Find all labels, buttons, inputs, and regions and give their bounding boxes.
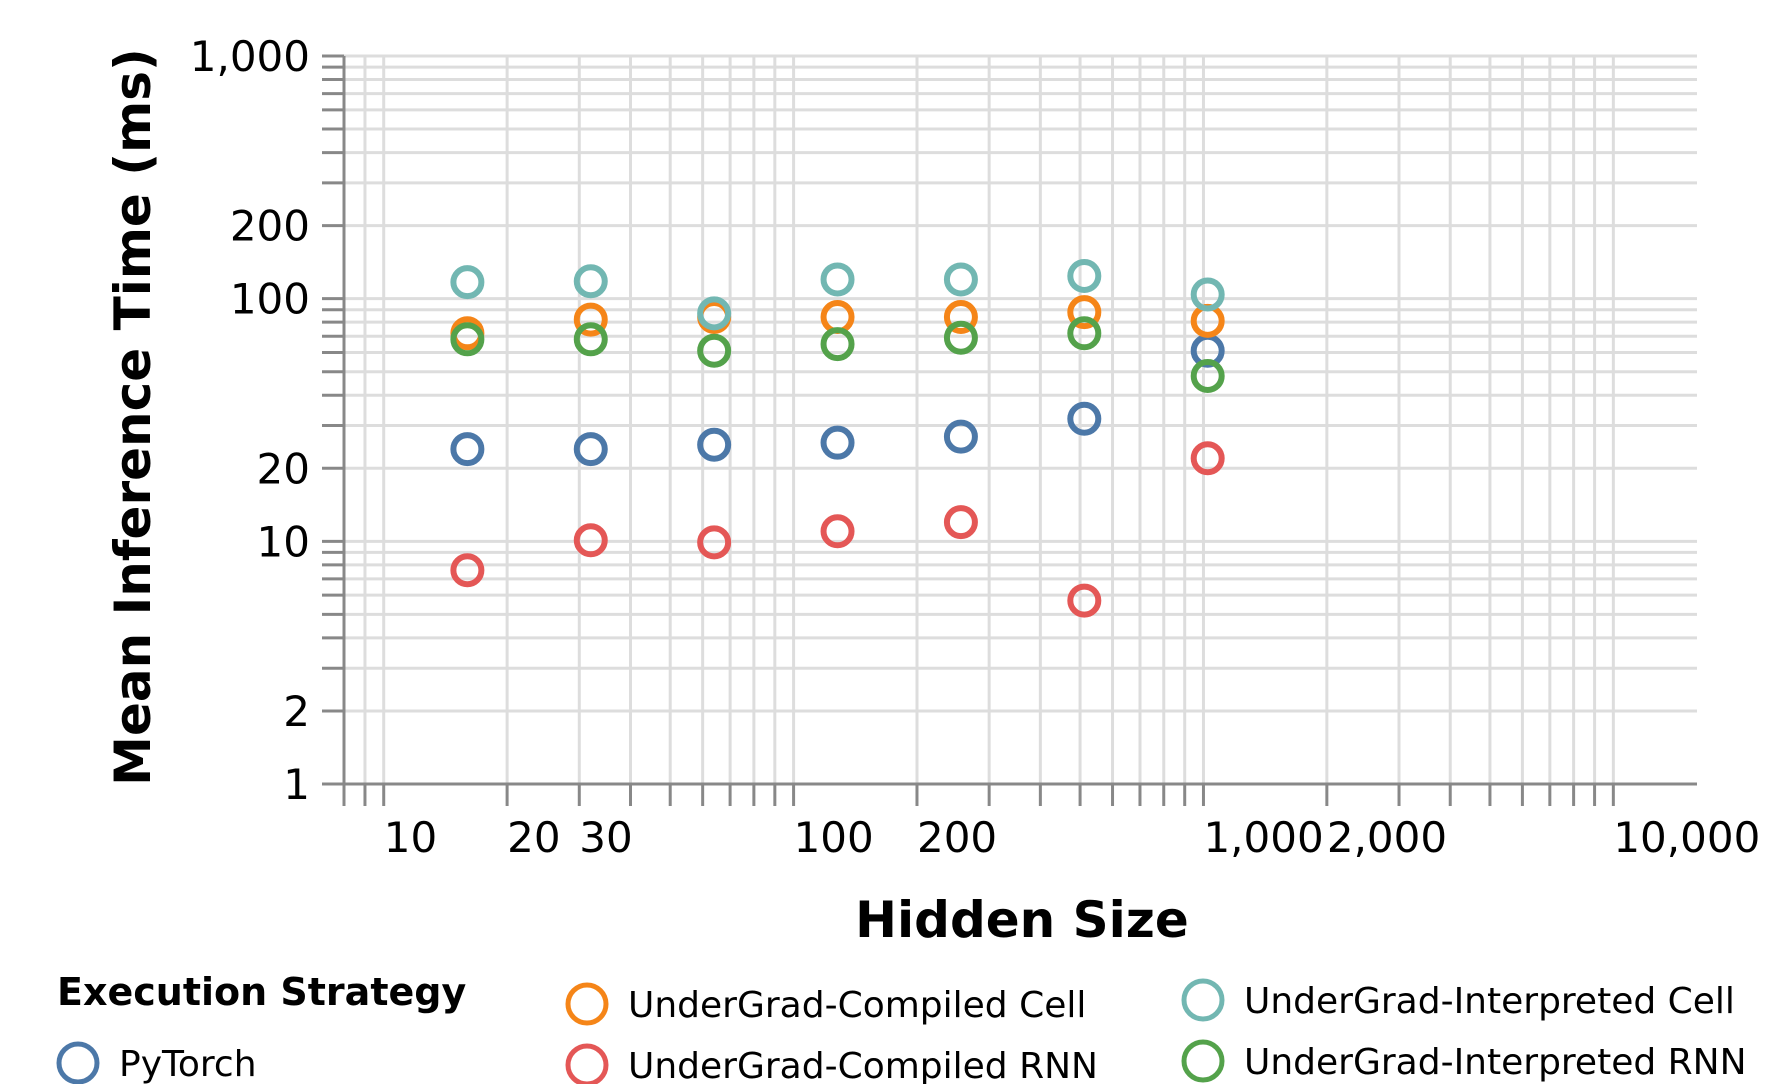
x-axis-title: Hidden Size [855, 891, 1189, 949]
data-point [1067, 258, 1102, 293]
data-point [573, 432, 608, 467]
legend-label: PyTorch [119, 1044, 257, 1084]
data-point [820, 327, 855, 362]
legend-symbol-icon [565, 1043, 609, 1084]
x-tick-label: 200 [917, 813, 997, 862]
legend-symbol-icon [1181, 978, 1225, 1022]
y-tick-label: 10 [257, 517, 310, 566]
x-tick-label: 30 [579, 813, 632, 862]
x-tick-label: 100 [794, 813, 874, 862]
data-point [1190, 359, 1225, 394]
legend-symbol-icon [1181, 1039, 1225, 1083]
legend-label: UnderGrad-Compiled Cell [628, 985, 1086, 1026]
data-point [820, 514, 855, 549]
y-tick-label: 100 [230, 275, 310, 324]
y-tick-label: 2 [283, 687, 310, 736]
x-tick-label: 2,000 [1327, 813, 1447, 862]
data-point [450, 265, 485, 300]
data-point [573, 264, 608, 299]
data-point [697, 333, 732, 368]
data-point [1067, 316, 1102, 351]
data-point [943, 320, 978, 355]
x-tick-label: 1,000 [1203, 813, 1323, 862]
y-tick-label: 1 [283, 760, 310, 809]
data-point [943, 262, 978, 297]
data-point [450, 432, 485, 467]
legend-label: UnderGrad-Compiled RNN [628, 1046, 1098, 1084]
x-tick-label: 20 [507, 813, 560, 862]
data-point [820, 425, 855, 460]
y-tick-label: 1,000 [190, 32, 310, 81]
data-point [1190, 441, 1225, 476]
axes [322, 54, 1697, 806]
x-tick-label: 10,000 [1613, 813, 1760, 862]
data-point [1067, 295, 1102, 330]
data-point [697, 525, 732, 560]
data-point [450, 322, 485, 357]
data-point [573, 322, 608, 357]
data-point [573, 523, 608, 558]
legend-label: UnderGrad-Interpreted RNN [1244, 1042, 1747, 1083]
data-point [450, 553, 485, 588]
data-point [1067, 583, 1102, 618]
data-points [450, 258, 1225, 618]
data-point [820, 262, 855, 297]
y-axis-title: Mean Inference Time (ms) [104, 48, 162, 786]
data-point [943, 300, 978, 335]
data-point [1190, 277, 1225, 312]
legend-label: UnderGrad-Interpreted Cell [1244, 981, 1735, 1022]
data-point [820, 300, 855, 335]
data-point [697, 296, 732, 331]
data-point [573, 302, 608, 337]
data-point [697, 427, 732, 462]
y-tick-label: 200 [230, 202, 310, 251]
grid [342, 54, 1697, 786]
legend-symbol-icon [565, 982, 609, 1026]
legend-title: Execution Strategy [57, 970, 466, 1014]
y-tick-label: 20 [257, 444, 310, 493]
data-point [943, 505, 978, 540]
legend-symbol-icon [56, 1041, 100, 1084]
x-tick-label: 10 [384, 813, 437, 862]
tick-labels: 10 20 30 100 200 1,000 2,000 10,000121020100200… [190, 32, 1761, 862]
data-point [1067, 401, 1102, 436]
data-point [943, 419, 978, 454]
legend: Execution Strategy PyTorch UnderGrad-Comp… [56, 970, 1747, 1084]
